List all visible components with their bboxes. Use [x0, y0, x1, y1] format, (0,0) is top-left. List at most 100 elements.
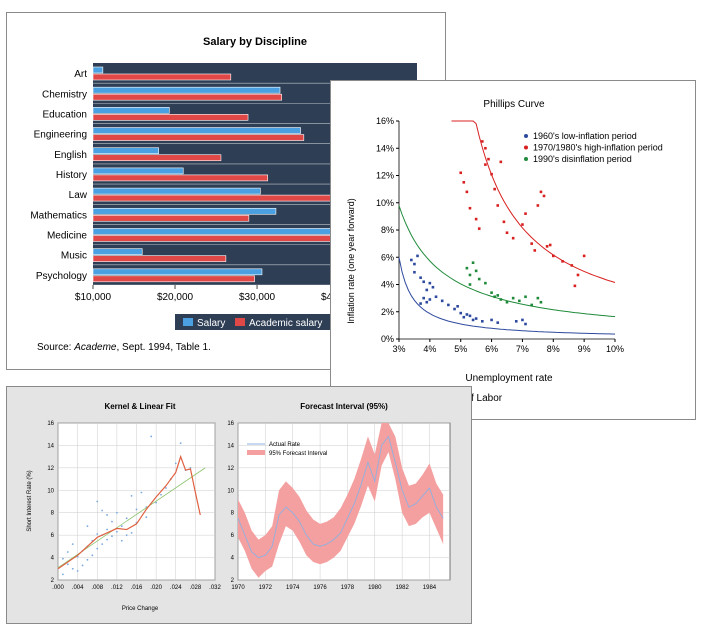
academic-salary-bar — [92, 214, 250, 222]
kernel-point — [101, 543, 104, 546]
kernel-point — [160, 493, 162, 496]
bottom-panel: Kernel & Linear Fit 2 4 6 8 10 12 14 16 .000 .004… — [6, 386, 472, 624]
phillips-point — [536, 204, 540, 207]
phillips-point — [422, 296, 425, 300]
kernel-point — [106, 514, 108, 516]
phillips-point — [477, 227, 481, 230]
kernel-point — [81, 564, 84, 567]
phillips-point — [484, 163, 487, 166]
forecast-legend-interval-label: 95% Forecast Interval — [269, 451, 327, 457]
phillips-card: Phillips Curve 0% 2% 4% 6% 8% 10% 12% 14% 16% 3% 4… — [330, 80, 696, 420]
phillips-point — [419, 302, 422, 305]
forecast-x-tick-label: 1972 — [259, 585, 273, 591]
academic-salary-bar — [92, 174, 269, 182]
forecast-y-tick-label: 6 — [231, 533, 235, 539]
phillips-point — [536, 296, 540, 300]
kernel-x-tick-label: .028 — [190, 585, 202, 591]
phillips-point — [545, 245, 549, 248]
academic-salary-bar — [92, 114, 249, 121]
forecast-x-tick-label: 1980 — [368, 585, 382, 591]
phillips-point — [490, 291, 493, 294]
forecast-legend-actual-label: Actual Rate — [269, 442, 301, 448]
forecast-y-tick-label: 4 — [231, 556, 235, 562]
forecast-x-tick-label: 1974 — [286, 585, 300, 591]
kernel-point — [120, 525, 123, 528]
kernel-point — [111, 520, 113, 523]
phillips-point — [490, 172, 493, 176]
phillips-point — [514, 319, 518, 323]
phillips-behind-text: f Labor — [471, 393, 503, 404]
phillips-point — [484, 146, 487, 150]
phillips-point — [521, 318, 524, 322]
kernel-point — [130, 494, 133, 497]
forecast-y-tick-label: 8 — [231, 511, 235, 517]
salary-category-label: Engineering — [34, 130, 87, 141]
phillips-x-tick-label: 8% — [547, 344, 560, 354]
forecast-y-tick-label: 14 — [227, 443, 234, 449]
kernel-point — [101, 509, 104, 512]
kernel-point — [165, 487, 167, 489]
phillips-point — [570, 264, 574, 267]
salary-category-label: Medicine — [47, 231, 87, 242]
phillips-point — [542, 194, 546, 198]
kernel-point — [111, 535, 113, 538]
phillips-point — [511, 296, 515, 300]
kernel-point — [76, 570, 79, 572]
kernel-point — [120, 539, 123, 542]
phillips-point — [481, 319, 484, 323]
phillips-point — [465, 190, 469, 194]
phillips-point — [481, 140, 484, 143]
phillips-point — [471, 318, 475, 322]
phillips-x-tick-label: 4% — [423, 344, 436, 354]
kernel-x-tick-label: .000 — [52, 585, 64, 591]
kernel-point — [145, 516, 148, 519]
phillips-point — [474, 217, 478, 221]
kernel-x-axis-label: Price Change — [122, 606, 159, 612]
kernel-chart: Kernel & Linear Fit 2 4 6 8 10 12 14 16 .000 .004… — [27, 402, 451, 612]
kernel-point — [115, 511, 118, 514]
phillips-point — [428, 298, 432, 301]
phillips-point — [474, 269, 478, 273]
kernel-y-tick-label: 4 — [51, 556, 55, 562]
kernel-y-axis-label: Short Interest Rate (%) — [27, 470, 33, 531]
phillips-point — [419, 276, 422, 279]
phillips-point — [511, 236, 515, 240]
phillips-point — [496, 294, 500, 297]
kernel-point — [106, 528, 108, 531]
kernel-point — [135, 508, 138, 511]
phillips-y-tick-label: 16% — [376, 116, 394, 126]
phillips-y-tick-label: 0% — [381, 334, 394, 344]
phillips-point — [471, 261, 475, 264]
phillips-point — [576, 273, 580, 277]
salary-bar — [92, 187, 261, 195]
salary-bar — [92, 66, 104, 74]
phillips-point — [505, 300, 509, 304]
phillips-legend-marker — [524, 157, 528, 161]
kernel-y-tick-label: 8 — [51, 511, 55, 517]
phillips-point — [434, 295, 438, 299]
kernel-point — [150, 435, 153, 438]
kernel-fit-line — [57, 454, 201, 570]
academic-salary-bar — [92, 275, 255, 283]
phillips-point — [493, 187, 496, 191]
kernel-point — [66, 551, 69, 553]
forecast-x-tick-label: 1978 — [341, 585, 355, 591]
phillips-point — [487, 157, 490, 161]
phillips-x-tick-label: 7% — [516, 344, 529, 354]
kernel-point — [115, 530, 118, 533]
phillips-point — [533, 249, 537, 252]
salary-bar — [92, 207, 277, 215]
phillips-point — [456, 305, 459, 308]
forecast-x-tick-label: 1976 — [313, 585, 327, 591]
phillips-point — [413, 262, 416, 266]
phillips-point — [440, 299, 444, 303]
salary-category-label: Law — [69, 190, 88, 201]
phillips-point — [499, 160, 503, 164]
kernel-point — [125, 517, 128, 520]
salary-bar — [92, 167, 184, 175]
salary-category-label: Art — [74, 69, 87, 80]
phillips-point — [431, 285, 435, 289]
forecast-title: Forecast Interval (95%) — [300, 402, 388, 411]
salary-x-tick-label: $10,000 — [75, 292, 112, 303]
salary-legend-salary-swatch — [183, 318, 193, 326]
